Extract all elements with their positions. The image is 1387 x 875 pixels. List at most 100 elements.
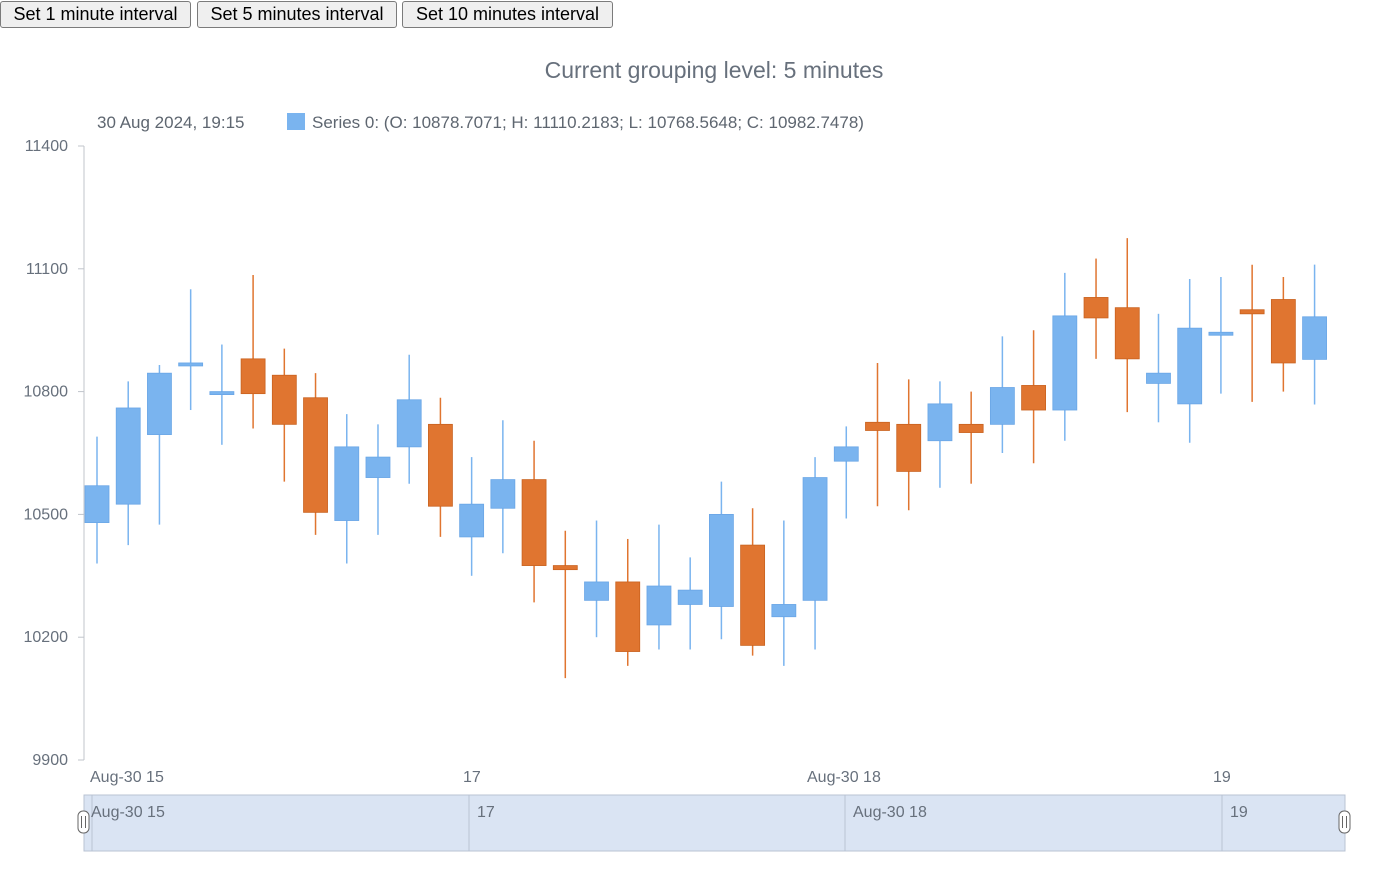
y-tick-label: 11400 xyxy=(25,138,68,155)
candle-body xyxy=(459,503,485,538)
x-tick-label: 17 xyxy=(463,769,481,786)
candle[interactable] xyxy=(1146,313,1171,423)
candle-body xyxy=(1177,327,1203,405)
candle[interactable] xyxy=(178,289,204,411)
candle[interactable] xyxy=(1052,272,1078,441)
candle[interactable] xyxy=(958,391,984,484)
navigator-selection[interactable] xyxy=(83,794,1346,852)
candle[interactable] xyxy=(240,274,266,429)
candle-body xyxy=(989,387,1015,425)
candle[interactable] xyxy=(490,420,516,554)
candle-body xyxy=(396,399,422,448)
x-tick-label: Aug-30 15 xyxy=(90,769,164,786)
candle-body xyxy=(1208,331,1234,336)
candle-body xyxy=(240,358,266,395)
navigator-tick-label: Aug-30 18 xyxy=(853,804,927,821)
candle-body xyxy=(271,374,297,425)
candle-body xyxy=(365,456,391,478)
candlestick-chart[interactable]: Current grouping level: 5 minutes 30 Aug… xyxy=(0,30,1387,875)
candle[interactable] xyxy=(334,414,360,564)
legend-series-text[interactable]: Series 0: (O: 10878.7071; H: 11110.2183;… xyxy=(312,113,864,132)
candle-body xyxy=(865,421,890,431)
candle[interactable] xyxy=(84,436,110,564)
candle-body xyxy=(303,397,328,513)
candle-body xyxy=(1270,299,1296,364)
navigator-left-handle[interactable] xyxy=(77,810,90,834)
candle-body xyxy=(552,565,578,571)
y-tick-label: 9900 xyxy=(32,752,68,769)
candle-body xyxy=(1021,385,1046,411)
candle[interactable] xyxy=(896,379,922,511)
candle-body xyxy=(1302,316,1327,360)
candle[interactable] xyxy=(677,557,703,650)
candle[interactable] xyxy=(303,373,328,535)
candle-body xyxy=(1146,372,1171,384)
x-tick-label: Aug-30 18 xyxy=(807,769,881,786)
candle[interactable] xyxy=(1083,258,1109,359)
candle[interactable] xyxy=(1114,238,1140,413)
y-axis: 9900 10200 10500 10800 11100 11400 xyxy=(24,138,85,769)
candle-body xyxy=(896,423,922,472)
candle[interactable] xyxy=(646,524,672,650)
candle[interactable] xyxy=(1302,264,1327,405)
candle-body xyxy=(771,604,797,618)
candle[interactable] xyxy=(989,336,1015,453)
candle[interactable] xyxy=(927,381,953,488)
candle-body xyxy=(1239,309,1265,315)
candle-body xyxy=(115,407,141,505)
candle-body xyxy=(584,581,609,601)
candle[interactable] xyxy=(802,457,828,650)
candle-body xyxy=(646,585,672,626)
x-tick-label: 19 xyxy=(1213,769,1231,786)
legend-date: 30 Aug 2024, 19:15 xyxy=(97,113,244,132)
candle[interactable] xyxy=(521,440,547,603)
candle[interactable] xyxy=(740,508,766,656)
candle[interactable] xyxy=(552,530,578,679)
navigator-tick-label: Aug-30 15 xyxy=(91,804,165,821)
candle-body xyxy=(490,479,516,509)
candle[interactable] xyxy=(115,381,141,546)
legend-swatch[interactable] xyxy=(287,113,305,130)
candle[interactable] xyxy=(396,354,422,484)
candle[interactable] xyxy=(1208,276,1234,394)
candle[interactable] xyxy=(833,426,859,519)
candle-body xyxy=(740,544,766,646)
candle[interactable] xyxy=(428,397,453,537)
set-1-minute-interval-button[interactable]: Set 1 minute interval xyxy=(0,1,191,28)
navigator-tick-label: 17 xyxy=(477,804,495,821)
candle[interactable] xyxy=(584,520,609,638)
candle-body xyxy=(84,485,110,523)
x-axis: Aug-30 15 17 Aug-30 18 19 xyxy=(90,769,1231,786)
candle[interactable] xyxy=(147,364,172,525)
candle[interactable] xyxy=(459,457,485,576)
candle-body xyxy=(615,581,641,652)
candle-body xyxy=(802,477,828,601)
candle[interactable] xyxy=(209,344,235,445)
navigator[interactable]: Aug-30 15 17 Aug-30 18 19 xyxy=(77,794,1351,852)
candle-body xyxy=(1052,315,1078,411)
candle[interactable] xyxy=(1270,276,1296,392)
candle[interactable] xyxy=(615,538,641,666)
candle-body xyxy=(927,403,953,442)
legend: 30 Aug 2024, 19:15 Series 0: (O: 10878.7… xyxy=(97,113,864,132)
candle-body xyxy=(178,362,204,367)
candle[interactable] xyxy=(771,520,797,666)
set-10-minutes-interval-button[interactable]: Set 10 minutes interval xyxy=(402,1,613,28)
candle[interactable] xyxy=(1177,279,1203,443)
candle-body xyxy=(833,446,859,462)
candles xyxy=(84,238,1327,679)
navigator-right-handle[interactable] xyxy=(1338,810,1351,834)
candle[interactable] xyxy=(271,348,297,482)
set-5-minutes-interval-button[interactable]: Set 5 minutes interval xyxy=(197,1,397,28)
candle-body xyxy=(521,479,547,566)
candle-body xyxy=(209,391,235,396)
candle-body xyxy=(1114,307,1140,360)
candle[interactable] xyxy=(865,362,890,507)
candle[interactable] xyxy=(365,424,391,535)
candle[interactable] xyxy=(1239,264,1265,402)
candle-body xyxy=(428,423,453,507)
navigator-tick-label: 19 xyxy=(1230,804,1248,821)
candle[interactable] xyxy=(1021,330,1046,464)
candle[interactable] xyxy=(709,481,734,640)
y-tick-label: 10200 xyxy=(24,629,69,646)
